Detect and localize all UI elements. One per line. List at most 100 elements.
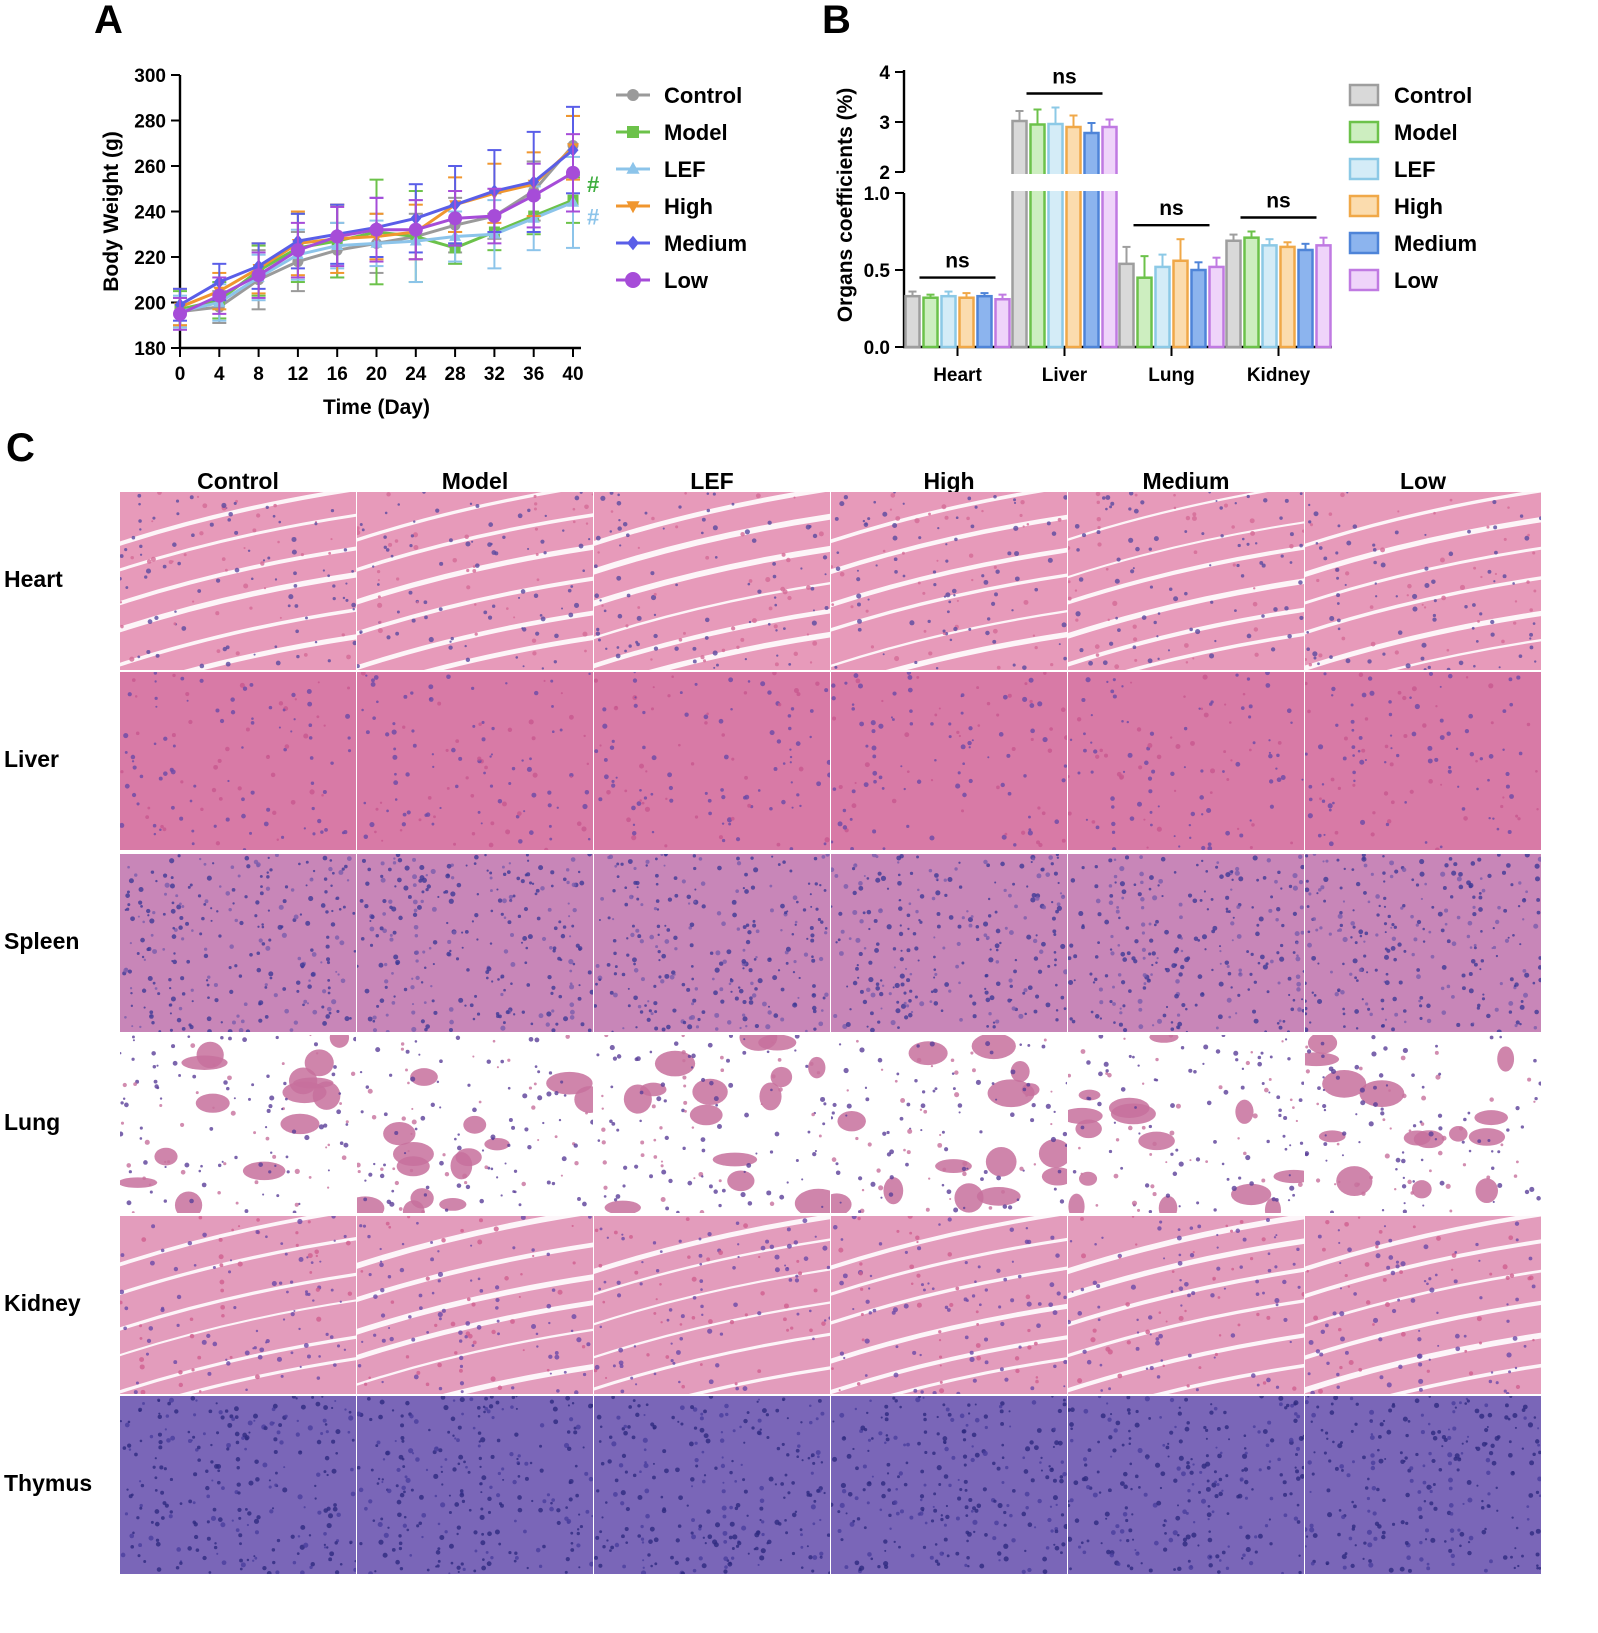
x-axis-title: Time (Day): [323, 396, 430, 419]
legend-label: Low: [664, 268, 709, 293]
legend-label: High: [664, 194, 713, 219]
x-tick-label: 28: [445, 364, 466, 385]
column-header-model: Model: [441, 468, 509, 494]
data-point: [251, 268, 266, 283]
bar: [1315, 244, 1332, 349]
x-tick-label: 40: [562, 364, 583, 385]
x-tick-label: 8: [253, 364, 264, 385]
legend-swatch: [1348, 194, 1380, 218]
panel-a-letter: A: [94, 0, 123, 42]
column-header-high: High: [923, 468, 975, 494]
bar: [1101, 125, 1118, 349]
bar-lung-medium: [1190, 261, 1207, 349]
legend-item-lef: LEF: [616, 157, 706, 182]
bar-lung-high: [1172, 238, 1189, 349]
y-tick-label: 200: [134, 294, 166, 315]
legend-label: LEF: [664, 157, 706, 182]
bar: [940, 294, 957, 349]
row-header-lung: Lung: [4, 1109, 61, 1135]
histology-image-thymus-model: [357, 1396, 593, 1574]
bar-kidney-control: [1225, 233, 1242, 349]
x-tick-label: 20: [366, 364, 387, 385]
legend-swatch: [1348, 83, 1380, 107]
legend-item-low: Low: [616, 268, 709, 293]
legend-item-lef: LEF: [1348, 157, 1436, 182]
y-tick-label: 1.0: [864, 184, 890, 205]
bar-lung-control: [1118, 245, 1135, 349]
histology-image-heart-high: [831, 492, 1067, 670]
y-tick-label: 4: [879, 63, 890, 84]
y-axis-title: Organs coefficients (%): [834, 88, 857, 323]
histology-image-thymus-control: [120, 1396, 356, 1574]
data-point: [408, 222, 423, 237]
legend-item-high: High: [616, 194, 713, 219]
bar: [1261, 244, 1278, 349]
legend-item-medium: Medium: [1348, 231, 1477, 256]
legend-swatch: [1348, 231, 1380, 255]
x-tick-label: Liver: [1042, 365, 1088, 386]
significance-label: ns: [945, 250, 970, 273]
bar-heart-medium: [976, 292, 993, 349]
bar-lung-lef: [1154, 253, 1171, 349]
legend-marker: [627, 126, 639, 138]
data-point: [212, 288, 227, 303]
histology-image-liver-control: [120, 672, 356, 850]
significance-label: ns: [1052, 66, 1077, 89]
column-header-medium: Medium: [1142, 468, 1230, 494]
row-header-liver: Liver: [4, 746, 59, 772]
histology-image-thymus-lef: [594, 1396, 830, 1574]
histology-image-lung-high: [831, 1035, 1067, 1213]
y-axis-title: Body Weight (g): [100, 131, 123, 292]
legend-item-model: Model: [1348, 120, 1458, 145]
row-header-thymus: Thymus: [4, 1470, 93, 1496]
legend-label: High: [1394, 194, 1443, 219]
histology-image-liver-low: [1305, 672, 1541, 850]
histology-image-liver-medium: [1068, 672, 1304, 850]
panel-c-letter: C: [6, 426, 35, 470]
histology-image-heart-lef: [594, 492, 830, 670]
y-tick-label: 3: [879, 113, 890, 134]
data-point: [566, 165, 580, 180]
bar: [976, 294, 993, 349]
data-point: [290, 243, 305, 258]
y-tick-label: 300: [134, 66, 166, 87]
bar-liver-lef: [1047, 106, 1064, 349]
legend-label: Model: [1394, 120, 1458, 145]
y-tick-label: 180: [134, 339, 166, 360]
x-tick-label: Heart: [933, 365, 982, 386]
y-tick-label: 0.5: [864, 261, 891, 282]
bar: [1243, 236, 1260, 349]
legend-label: LEF: [1394, 157, 1436, 182]
histology-image-kidney-low: [1305, 1216, 1541, 1394]
y-tick-label: 280: [134, 112, 166, 133]
bar-liver-control: [1011, 110, 1028, 349]
x-tick-label: 16: [327, 364, 348, 385]
column-header-lef: LEF: [690, 468, 734, 494]
bar-lung-model: [1136, 255, 1153, 349]
bar: [1065, 125, 1082, 349]
histology-image-liver-high: [831, 672, 1067, 850]
histology-image-spleen-lef: [594, 854, 830, 1032]
bar-kidney-medium: [1297, 242, 1314, 349]
legend-item-low: Low: [1348, 268, 1439, 293]
bar-liver-high: [1065, 114, 1082, 349]
bar: [1011, 119, 1028, 349]
bar-heart-low: [994, 293, 1011, 349]
legend-marker: [626, 201, 640, 214]
legend-swatch: [1348, 120, 1380, 144]
bar: [922, 296, 939, 349]
bar-kidney-high: [1279, 241, 1296, 349]
legend-item-high: High: [1348, 194, 1443, 219]
data-point: [448, 211, 463, 226]
legend-marker: [626, 161, 640, 174]
data-point: [526, 188, 541, 203]
histology-image-lung-low: [1305, 1035, 1541, 1213]
histology-image-heart-medium: [1068, 492, 1304, 670]
bar: [1136, 276, 1153, 349]
x-tick-label: 32: [484, 364, 505, 385]
histology-image-spleen-medium: [1068, 854, 1304, 1032]
bar: [1083, 131, 1100, 349]
histology-image-liver-lef: [594, 672, 830, 850]
bar-lung-low: [1208, 256, 1225, 349]
bar-heart-high: [958, 292, 975, 349]
